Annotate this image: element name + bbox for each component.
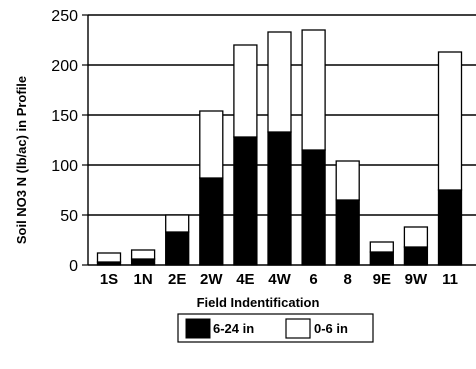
legend-label-0-6: 0-6 in: [314, 321, 348, 336]
bar-11-0-6in: [437, 51, 463, 191]
bar-9W-0-6in: [403, 226, 429, 248]
y-tick-label-250: 250: [51, 8, 78, 25]
bar-4W-6-24in: [267, 131, 292, 266]
bar-1N-0-6in: [130, 249, 156, 260]
bar-8-0-6in: [335, 160, 360, 201]
bars: [96, 29, 463, 266]
bar-2W-0-6in: [199, 110, 224, 179]
y-tick-label-200: 200: [51, 58, 78, 75]
bar-8-6-24in: [335, 199, 360, 266]
x-tick-label-9W: 9W: [405, 271, 428, 288]
x-tick-label-8: 8: [344, 271, 352, 288]
x-tick-label-11: 11: [442, 271, 458, 288]
x-axis: 1S 1N 2E 2W 4E 4W 6 8 9E 9W 11: [88, 264, 476, 288]
legend-swatch-0-6: [285, 318, 311, 339]
legend: 6-24 in 0-6 in: [177, 313, 374, 343]
y-axis: 0 50 100 150 200 250: [51, 8, 89, 275]
y-tick-label-100: 100: [51, 158, 78, 175]
x-tick-label-4W: 4W: [268, 271, 291, 288]
bar-9E-6-24in: [369, 251, 394, 266]
bar-4E-6-24in: [233, 136, 258, 266]
x-tick-label-4E: 4E: [236, 271, 254, 288]
bar-6-6-24in: [301, 149, 326, 266]
y-axis-title: Soil NO3 N (lb/ac) in Profile: [14, 76, 29, 244]
bar-9E-0-6in: [369, 241, 394, 253]
x-tick-label-2W: 2W: [200, 271, 223, 288]
bar-6-0-6in: [301, 29, 326, 151]
x-axis-title: Field Indentification: [197, 295, 320, 310]
bar-2E-0-6in: [165, 214, 190, 233]
bar-1N-6-24in: [130, 258, 156, 266]
bar-2E-6-24in: [165, 231, 190, 266]
y-tick-label-50: 50: [60, 208, 78, 225]
x-tick-label-6: 6: [309, 271, 317, 288]
legend-swatch-6-24: [185, 318, 211, 339]
legend-label-6-24: 6-24 in: [213, 321, 254, 336]
x-tick-label-2E: 2E: [168, 271, 186, 288]
x-tick-label-1N: 1N: [134, 271, 153, 288]
bar-4E-0-6in: [233, 44, 258, 138]
x-tick-label-1S: 1S: [100, 271, 118, 288]
bar-9W-6-24in: [403, 246, 429, 266]
bar-2W-6-24in: [199, 177, 224, 266]
bar-1S-0-6in: [96, 252, 122, 263]
y-tick-label-0: 0: [69, 258, 78, 275]
y-tick-label-150: 150: [51, 108, 78, 125]
bar-11-6-24in: [437, 189, 463, 266]
x-tick-label-9E: 9E: [373, 271, 391, 288]
bar-4W-0-6in: [267, 31, 292, 133]
